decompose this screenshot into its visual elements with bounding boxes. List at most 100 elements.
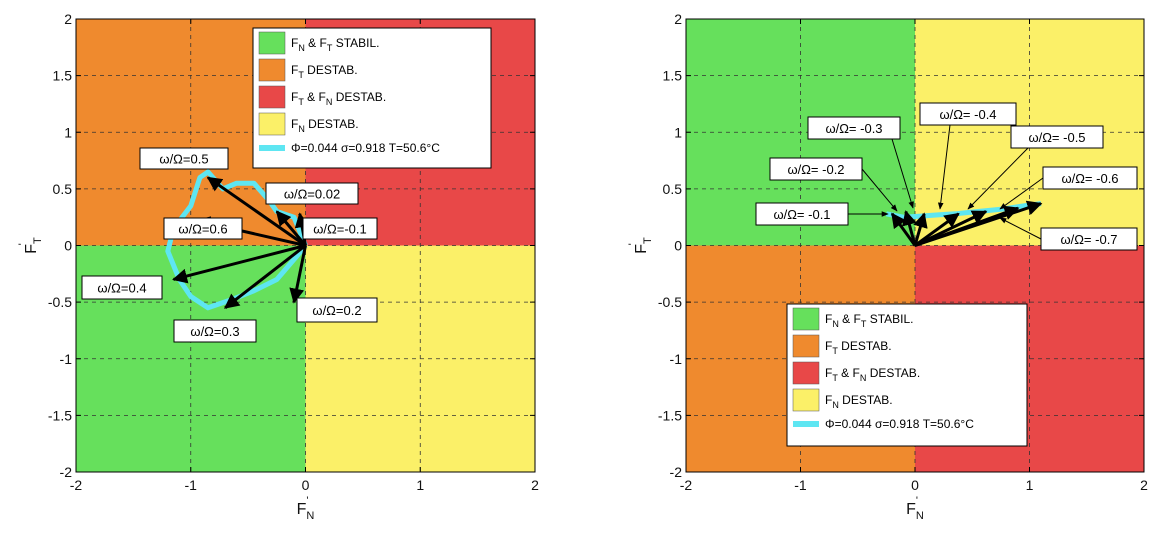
callout-box: [139, 147, 229, 170]
y-tick-label: -1.5: [658, 407, 682, 423]
callouts: ω/Ω= -0.1 ω/Ω= -0.2 ω/Ω= -0.3 ω/Ω= -0.4 ω/Ω=…: [755, 102, 1138, 251]
legend-swatch: [258, 85, 286, 109]
legend-entry: FT & FN DESTAB.: [825, 366, 920, 383]
left-plot: -2 -1 0 1 2 21.510.50-0.5-1-1.5-2 ω/Ω=0.5ω/Ω…: [17, 11, 539, 522]
x-ticks: -2 -1 0 1 2: [680, 19, 1148, 493]
vectors: [890, 200, 1043, 247]
callout-box: [919, 102, 1017, 126]
force-vector: [914, 200, 1043, 247]
callout-box: [302, 217, 378, 240]
force-vector: [223, 244, 307, 309]
y-tick-label: 0: [674, 238, 682, 254]
leader-line: [999, 177, 1044, 210]
legend-swatch: [258, 31, 286, 55]
callout-label: ω/Ω= -0.4: [939, 107, 996, 122]
force-vector: [890, 212, 917, 247]
y-tick-label: 0.5: [53, 181, 73, 197]
legend-swatch: [258, 58, 286, 82]
legend: FN & FT STABIL. FT DESTAB. FT & FN DESTAB.…: [786, 303, 1028, 447]
callout-box: [296, 297, 378, 323]
legend-entry: FN DESTAB.: [291, 117, 359, 134]
legend: FN & FT STABIL. FT DESTAB. FT & FN DESTAB.…: [252, 27, 492, 169]
callout-box: [769, 157, 863, 181]
x-tick-label: -2: [680, 477, 693, 493]
x-tick-label: 2: [531, 477, 539, 493]
callout-label: ω/Ω=0.3: [190, 324, 239, 339]
callout-label: ω/Ω= -0.3: [825, 121, 882, 136]
force-vector: [289, 245, 307, 304]
leader-line: [861, 168, 898, 212]
leader-line: [967, 147, 1029, 210]
x-tick-label: 2: [1140, 477, 1148, 493]
y-tick-label: 2: [64, 11, 72, 27]
leader-line: [937, 124, 951, 210]
y-tick-label: -0.5: [658, 294, 682, 310]
legend-entry: FN DESTAB.: [825, 393, 893, 410]
y-tick-label: 1: [674, 124, 682, 140]
y-tick-label: -0.5: [48, 294, 72, 310]
callout-box: [1010, 125, 1104, 149]
force-vector: [206, 176, 307, 247]
callout-box: [81, 275, 163, 300]
legend-entry: FN & FT STABIL.: [291, 36, 380, 53]
y-tick-label: -2: [670, 464, 683, 480]
force-vector: [902, 210, 917, 246]
legend-entry: FN & FT STABIL.: [825, 312, 914, 329]
x-tick-label: -1: [185, 477, 198, 493]
legend-swatch: [258, 112, 286, 136]
callout-box: [173, 319, 257, 343]
legend-swatch: [792, 361, 820, 385]
y-axis-label: FT': [627, 237, 654, 254]
force-vector: [914, 212, 960, 247]
callout-box: [807, 116, 901, 140]
y-tick-label: 2: [674, 11, 682, 27]
callout-label: ω/Ω=0.2: [312, 303, 361, 318]
legend-entry: FT DESTAB.: [825, 339, 892, 356]
leader-line: [999, 217, 1042, 240]
callout-box: [755, 202, 849, 226]
legend-trajectory-label: Φ=0.044 σ=0.918 T=50.6°C: [291, 141, 440, 155]
legend-box: [786, 303, 1028, 447]
x-tick-label: -1: [794, 477, 807, 493]
force-vector: [172, 244, 306, 284]
legend-entry: FT & FN DESTAB.: [291, 90, 386, 107]
callout-label: ω/Ω= -0.2: [787, 162, 844, 177]
y-tick-label: -2: [60, 464, 73, 480]
legend-trajectory-label: Φ=0.044 σ=0.918 T=50.6°C: [825, 417, 974, 431]
force-vector: [275, 210, 307, 247]
y-tick-label: -1: [670, 351, 683, 367]
callout-label: ω/Ω=0.5: [159, 152, 208, 167]
y-tick-label: 1.5: [663, 68, 683, 84]
legend-swatch: [792, 388, 820, 412]
y-ticks: 2 1.5 1 0.5 0 -0.5 -1 -1.5 -2: [48, 11, 535, 480]
x-tick-label: 0: [302, 477, 310, 493]
y-tick-label: 0: [64, 238, 72, 254]
callout-label: ω/Ω= -0.1: [773, 207, 830, 222]
leader-line: [891, 138, 914, 209]
callout-label: ω/Ω=0.02: [284, 187, 340, 202]
callout-label: ω/Ω= -0.7: [1060, 232, 1117, 247]
callout-label: ω/Ω= -0.6: [1061, 171, 1118, 186]
callout-label: ω/Ω=0.6: [178, 222, 227, 237]
y-tick-label: -1: [60, 351, 73, 367]
right-plot: -2 -1 0 1 2 21.510.50-0.5-1-1.5-2 ω/Ω= -0.1ω…: [627, 11, 1148, 522]
callout-box: [163, 217, 243, 240]
callout-box: [265, 182, 359, 205]
y-tick-label: -1.5: [48, 407, 72, 423]
callout-box: [1042, 166, 1138, 190]
x-axis-label: FN': [906, 495, 924, 522]
legend-swatch: [792, 307, 820, 331]
callouts: ω/Ω=0.5 ω/Ω=0.02 ω/Ω=-0.1 ω/Ω=0.6 ω/Ω=0.4 ω/Ω…: [81, 147, 378, 343]
legend-box: [252, 27, 492, 169]
legend-swatch: [792, 334, 820, 358]
x-tick-label: -2: [70, 477, 83, 493]
legend-entry: FT DESTAB.: [291, 63, 358, 80]
x-ticks: -2 -1 0 1 2: [70, 19, 539, 493]
y-tick-label: 0.5: [663, 181, 683, 197]
callout-label: ω/Ω= -0.5: [1028, 130, 1085, 145]
y-tick-label: 1.5: [53, 68, 73, 84]
x-axis-label: FN': [297, 495, 315, 522]
callout-box: [1040, 227, 1138, 251]
